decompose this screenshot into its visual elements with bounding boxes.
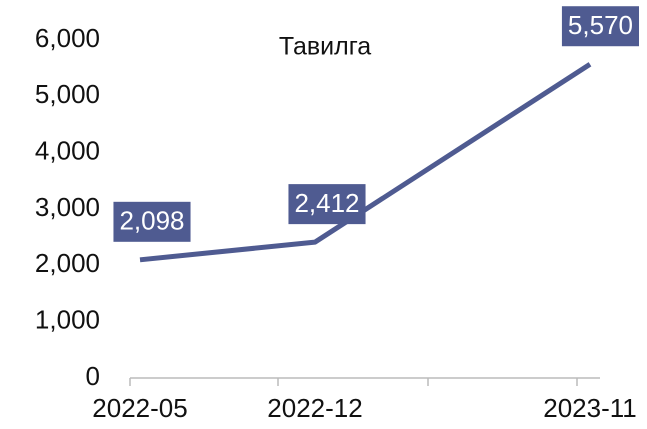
y-tick-label: 4,000 [35,136,100,166]
x-tick-label: 2022-05 [92,393,187,423]
x-tick-label: 2023-11 [543,393,637,423]
y-tick-label: 5,000 [35,79,100,109]
y-tick-label: 2,000 [35,248,100,278]
chart-title: Тавилга [279,33,371,61]
data-label: 2,412 [294,188,359,218]
data-label-box [561,6,639,47]
x-tick-label: 2022-12 [267,393,362,423]
y-tick-label: 3,000 [35,192,100,222]
y-tick-label: 0 [86,361,100,391]
y-tick-label: 6,000 [35,23,100,53]
data-label-box [288,184,366,225]
data-label: 5,570 [568,10,633,40]
data-label: 2,098 [119,206,184,236]
line [139,62,592,263]
data-label-box [113,201,191,242]
y-tick-label: 1,000 [35,305,100,335]
